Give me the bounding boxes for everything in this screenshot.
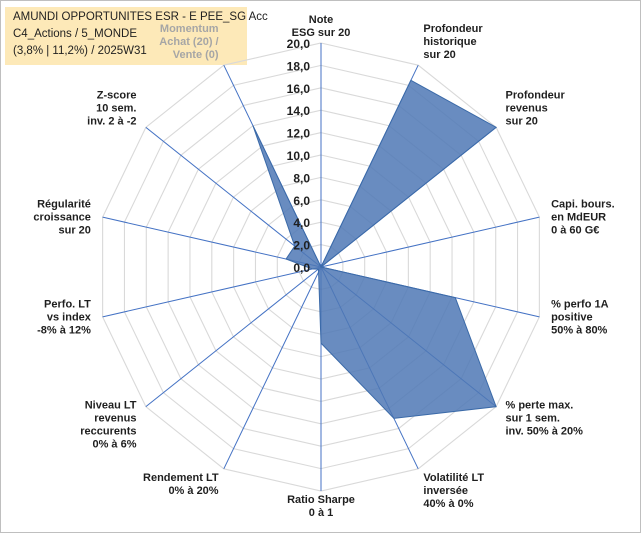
axis-label-1-line-1: historique	[423, 36, 476, 48]
axis-label-1-line-0: Profondeur	[423, 23, 483, 35]
axis-spoke-8	[223, 266, 322, 470]
axis-label-1-line-2: sur 20	[423, 49, 455, 61]
axis-label-11-line-2: sur 20	[58, 225, 90, 237]
axis-spoke-3	[320, 216, 540, 268]
axis-label-2-line-2: sur 20	[506, 115, 538, 127]
chart-title-line-3: (3,8% | 11,2%) / 2025W31	[13, 45, 147, 57]
chart-title-line-1: AMUNDI OPPORTUNITES ESR - E PEE_SG Acc	[13, 11, 268, 23]
axis-label-8-line-0: Rendement LT	[143, 472, 219, 484]
axis-label-0-line-0: Note	[309, 14, 333, 26]
axis-label-9-line-3: 0% à 6%	[92, 439, 136, 451]
axis-label-6-line-2: 40% à 0%	[423, 498, 473, 510]
axis-label-13-line-1: Achat (20) /	[159, 36, 218, 48]
radar-tick-labels: 0,0 2,0 4,0 6,0 8,0 10,0 12,0 14,0 16,0 18,0 20,0	[287, 37, 311, 275]
axis-label-9-line-0: Niveau LT	[85, 400, 137, 412]
axis-label-6-line-1: inversée	[423, 485, 468, 497]
axis-label-3-line-2: 0 à 60 G€	[551, 225, 599, 237]
axis-label-2-line-0: Profondeur	[506, 89, 566, 101]
tick-label-7: 14,0	[287, 104, 311, 118]
axis-label-9-line-2: reccurents	[80, 426, 136, 438]
tick-label-1: 2,0	[293, 239, 310, 253]
axis-label-7-line-1: 0 à 1	[309, 507, 333, 519]
axis-label-4-line-2: 50% à 80%	[551, 324, 607, 336]
tick-label-0: 0,0	[293, 261, 310, 275]
axis-label-11-line-1: croissance	[33, 212, 90, 224]
axis-spoke-10	[102, 266, 322, 318]
tick-label-3: 6,0	[293, 194, 310, 208]
axis-label-4-line-1: positive	[551, 311, 593, 323]
axis-label-5: % perte max.sur 1 sem.inv. 50% à 20%	[506, 400, 584, 438]
chart-title-line-2: C4_Actions / 5_MONDE	[13, 28, 137, 40]
axis-label-5-line-1: sur 1 sem.	[506, 413, 560, 425]
radar-series	[252, 79, 498, 419]
axis-label-2-line-1: revenus	[506, 102, 548, 114]
axis-label-12-line-2: inv. 2 à -2	[87, 115, 136, 127]
axis-spoke-11	[102, 216, 322, 268]
axis-label-9-line-1: revenus	[94, 413, 136, 425]
axis-label-3-line-1: en MdEUR	[551, 212, 606, 224]
axis-label-3-line-0: Capi. bours.	[551, 199, 615, 211]
axis-label-4-line-0: % perfo 1A	[551, 298, 609, 310]
axis-label-8: Rendement LT0% à 20%	[143, 472, 219, 497]
axis-label-13-line-2: Vente (0)	[173, 49, 219, 61]
tick-label-2: 4,0	[293, 216, 310, 230]
chart-title-box: AMUNDI OPPORTUNITES ESR - E PEE_SG Acc C…	[5, 7, 268, 65]
axis-label-10-line-2: -8% à 12%	[37, 324, 91, 336]
tick-label-8: 16,0	[287, 82, 311, 96]
axis-label-12-line-0: Z-score	[97, 89, 137, 101]
tick-label-9: 18,0	[287, 59, 311, 73]
axis-label-12-line-1: 10 sem.	[96, 102, 136, 114]
tick-label-6: 12,0	[287, 127, 311, 141]
axis-label-0-line-1: ESG sur 20	[292, 27, 351, 39]
axis-label-5-line-0: % perte max.	[506, 400, 574, 412]
axis-label-10-line-1: vs index	[47, 311, 92, 323]
tick-label-5: 10,0	[287, 149, 311, 163]
tick-label-10: 20,0	[287, 37, 311, 51]
axis-label-6-line-0: Volatilité LT	[423, 472, 484, 484]
series-area	[252, 79, 498, 419]
axis-label-10-line-0: Perfo. LT	[44, 298, 91, 310]
axis-spoke-9	[145, 266, 322, 408]
tick-label-4: 8,0	[293, 171, 310, 185]
axis-spoke-12	[145, 126, 322, 268]
axis-label-13-line-0: Momentum	[160, 23, 219, 35]
axis-label-7-line-0: Ratio Sharpe	[287, 494, 355, 506]
axis-label-5-line-2: inv. 50% à 20%	[506, 426, 584, 438]
axis-label-8-line-1: 0% à 20%	[168, 485, 218, 497]
axis-label-11-line-0: Régularité	[37, 199, 91, 211]
